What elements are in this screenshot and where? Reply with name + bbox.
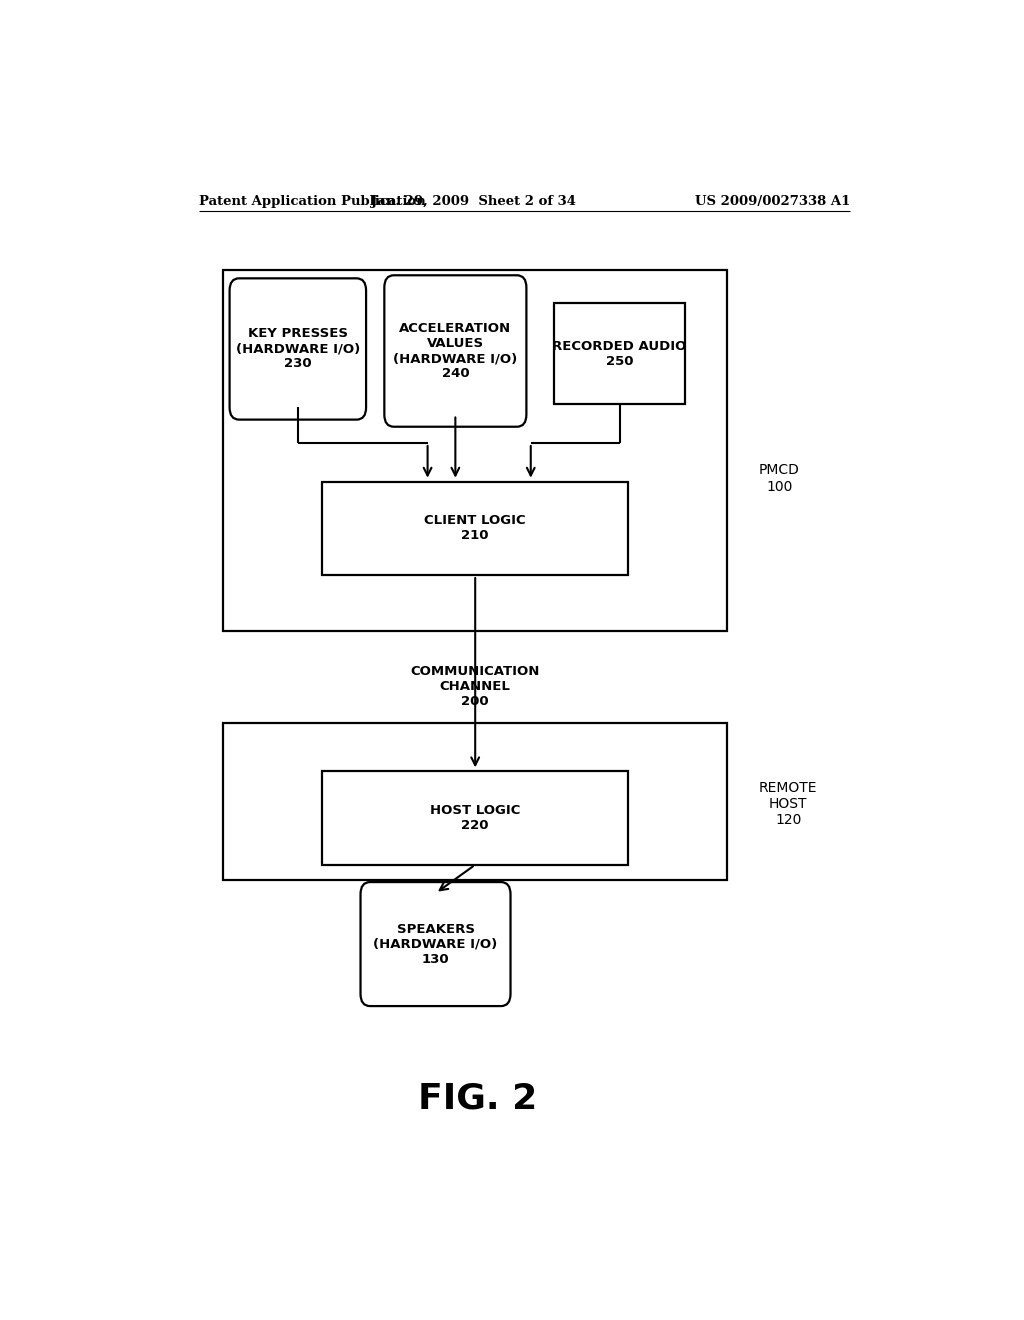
Text: RECORDED AUDIO
250: RECORDED AUDIO 250	[552, 339, 687, 367]
Text: COMMUNICATION
CHANNEL
200: COMMUNICATION CHANNEL 200	[411, 665, 540, 709]
Bar	[223, 722, 727, 880]
Text: SPEAKERS
(HARDWARE I/O)
130: SPEAKERS (HARDWARE I/O) 130	[374, 923, 498, 965]
Text: CLIENT LOGIC
210: CLIENT LOGIC 210	[424, 515, 526, 543]
Text: Patent Application Publication: Patent Application Publication	[200, 194, 426, 207]
Text: HOST LOGIC
220: HOST LOGIC 220	[430, 804, 520, 832]
Bar	[323, 771, 628, 865]
FancyBboxPatch shape	[360, 882, 511, 1006]
Bar	[554, 302, 685, 404]
Text: REMOTE
HOST
120: REMOTE HOST 120	[759, 780, 817, 828]
Bar	[223, 271, 727, 631]
FancyBboxPatch shape	[384, 276, 526, 426]
Text: PMCD
100: PMCD 100	[759, 463, 800, 494]
Text: KEY PRESSES
(HARDWARE I/O)
230: KEY PRESSES (HARDWARE I/O) 230	[236, 327, 360, 371]
Text: US 2009/0027338 A1: US 2009/0027338 A1	[695, 194, 850, 207]
Text: ACCELERATION
VALUES
(HARDWARE I/O)
240: ACCELERATION VALUES (HARDWARE I/O) 240	[393, 322, 517, 380]
Text: Jan. 29, 2009  Sheet 2 of 34: Jan. 29, 2009 Sheet 2 of 34	[371, 194, 575, 207]
Bar	[323, 482, 628, 576]
Text: FIG. 2: FIG. 2	[418, 1081, 537, 1115]
FancyBboxPatch shape	[229, 279, 367, 420]
